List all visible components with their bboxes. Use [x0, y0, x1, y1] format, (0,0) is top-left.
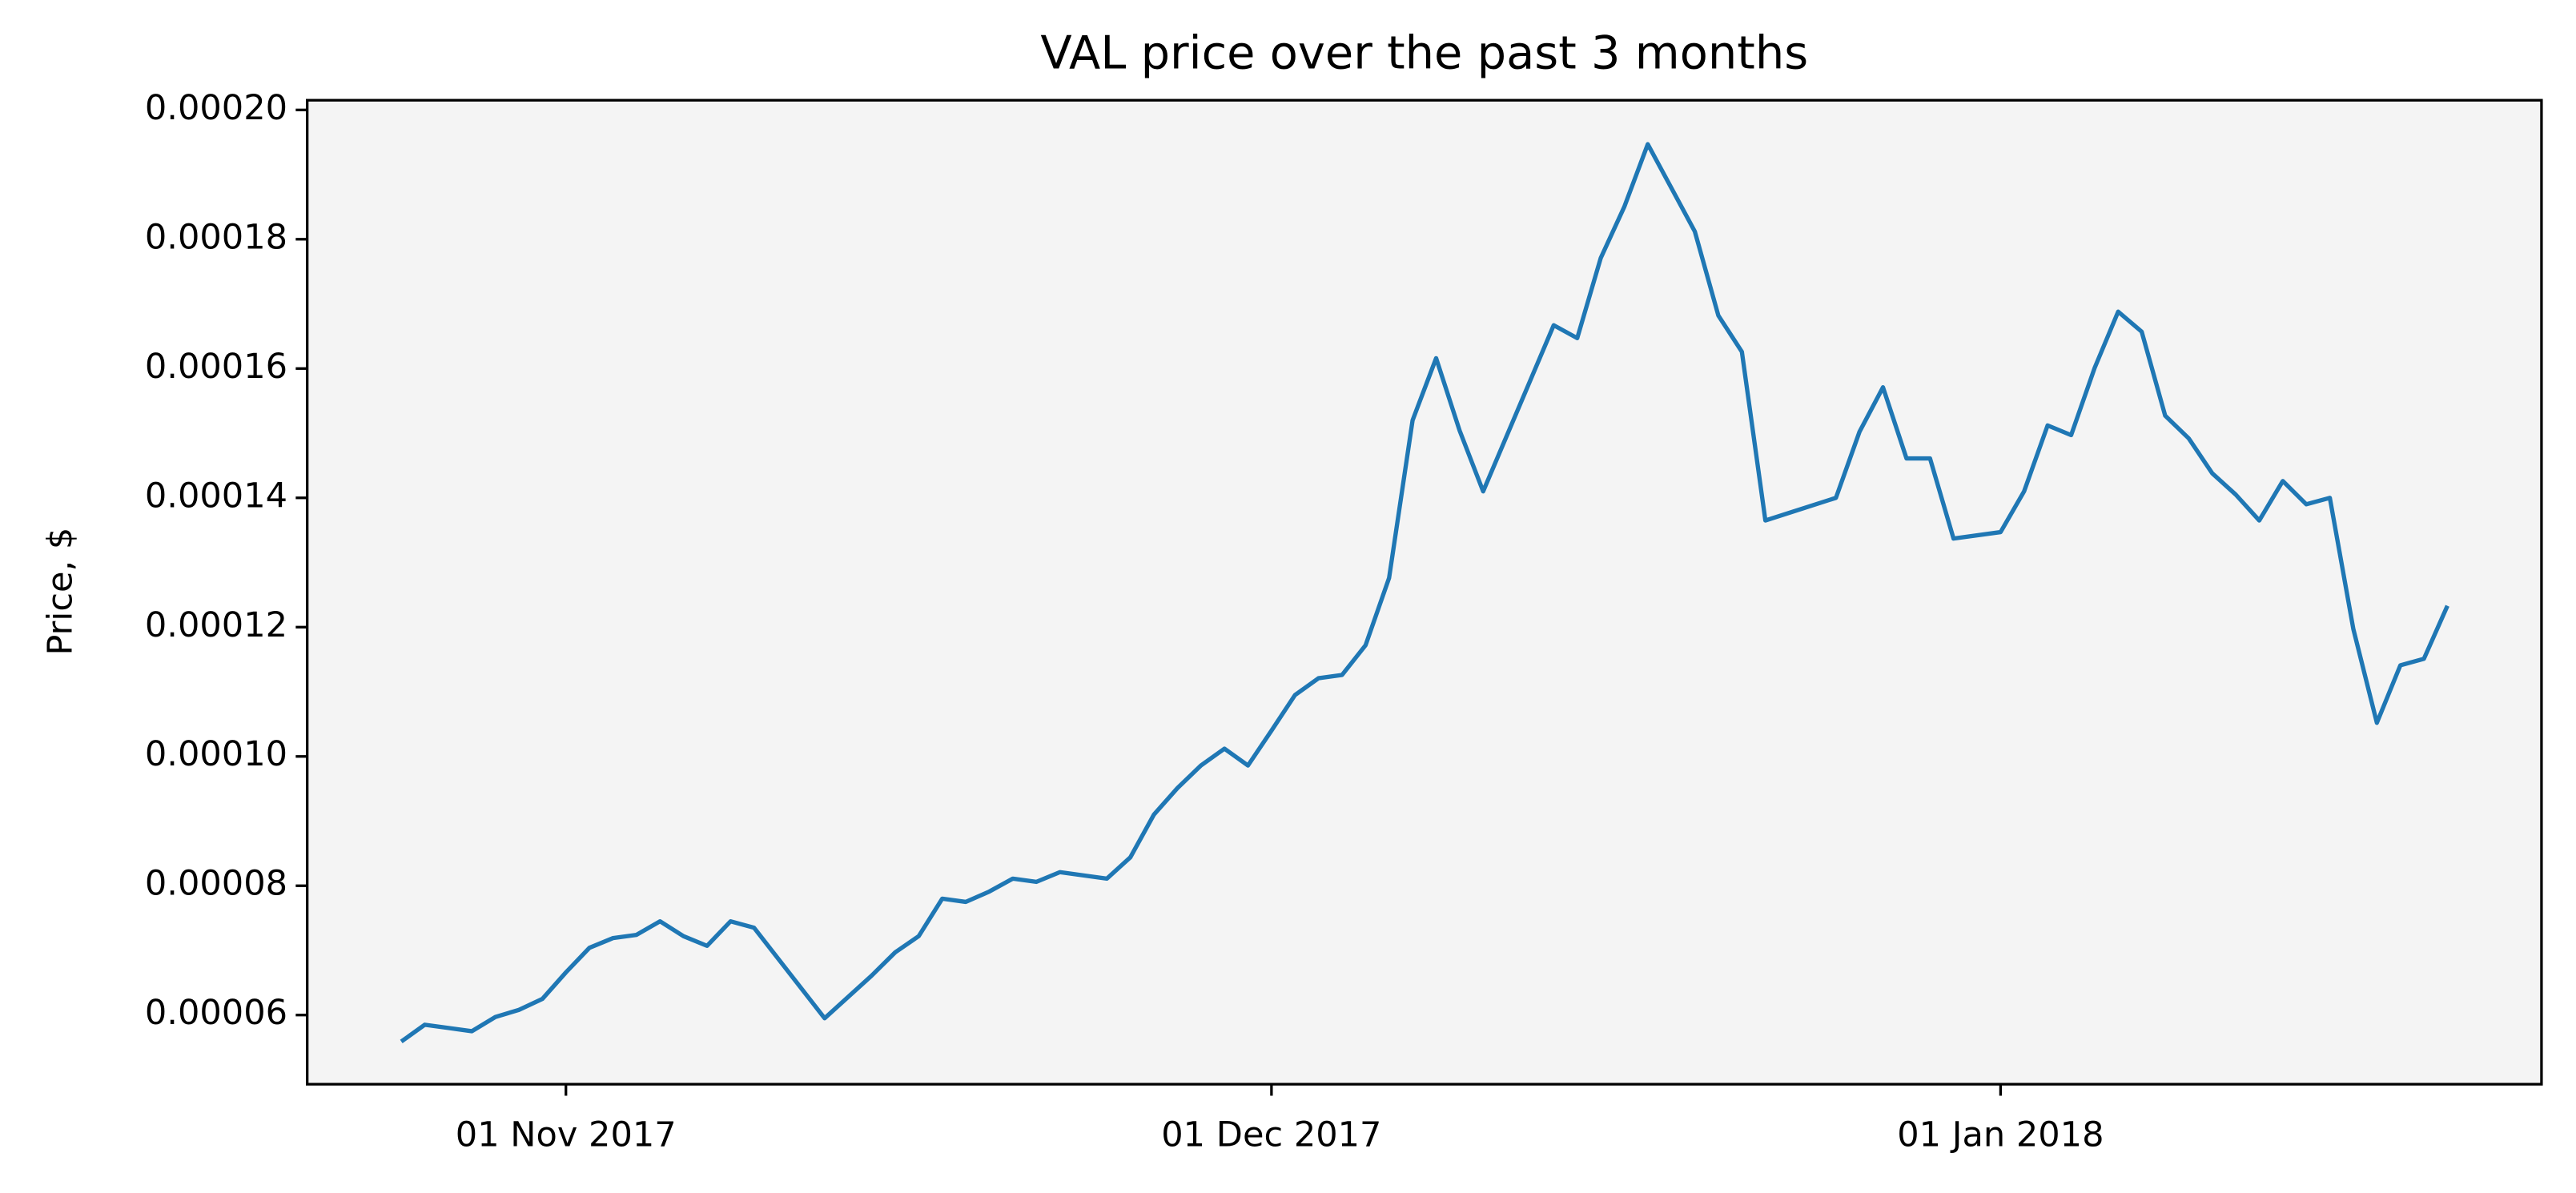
y-tick-label: 0.00006 [145, 993, 287, 1033]
y-axis-label: Price, $ [40, 528, 80, 656]
y-tick-label: 0.00010 [145, 734, 287, 774]
y-tick-label: 0.00020 [145, 88, 287, 128]
x-tick-label: 01 Nov 2017 [456, 1115, 677, 1155]
x-tick-label: 01 Dec 2017 [1161, 1115, 1381, 1155]
plot-area [307, 100, 2542, 1085]
plot-frame [306, 98, 2543, 1086]
x-tick-label: 01 Jan 2018 [1897, 1115, 2104, 1155]
chart-title: VAL price over the past 3 months [1040, 26, 1808, 79]
y-tick-label: 0.00018 [145, 217, 287, 257]
y-tick-label: 0.00008 [145, 864, 287, 904]
y-tick-label: 0.00014 [145, 476, 287, 516]
y-tick-label: 0.00012 [145, 605, 287, 645]
y-tick-label: 0.00016 [145, 347, 287, 387]
price-line [400, 142, 2449, 1044]
